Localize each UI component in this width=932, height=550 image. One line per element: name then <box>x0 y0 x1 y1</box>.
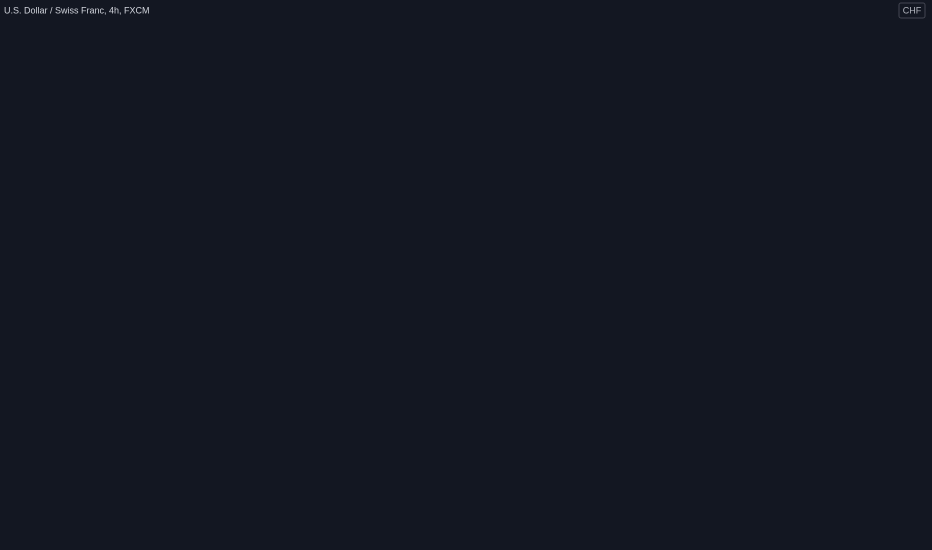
currency[interactable]: CHF <box>903 5 922 15</box>
currency-box[interactable] <box>898 2 926 19</box>
chart-title: U.S. Dollar / Swiss Franc, 4h, FXCM <box>4 5 150 15</box>
